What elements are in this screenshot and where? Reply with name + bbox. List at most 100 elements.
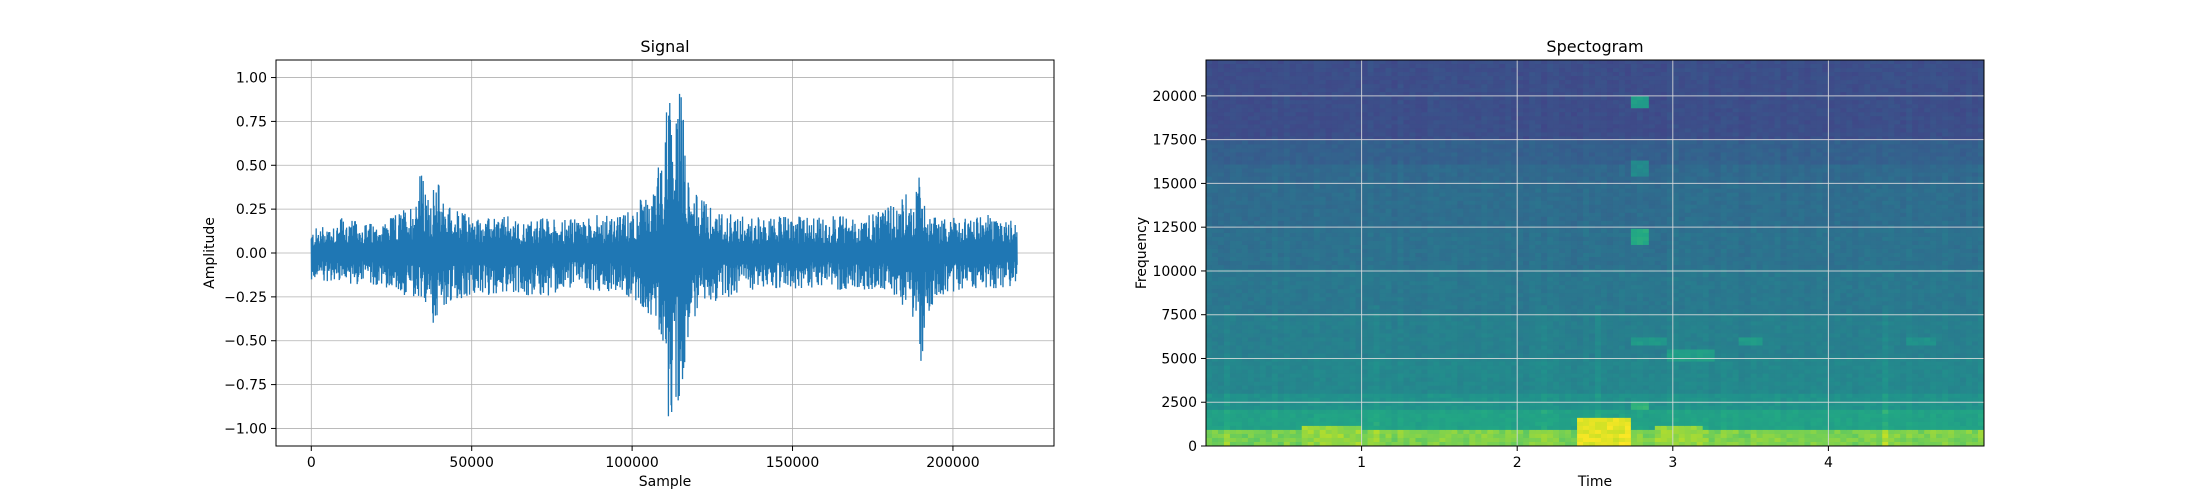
spectrogram-cell [1392,237,1399,242]
spectrogram-cell [1242,100,1249,105]
spectrogram-cell [1463,297,1470,302]
spectrogram-cell [1350,325,1357,330]
spectrogram-cell [1439,281,1446,286]
spectrogram-cell [1451,426,1458,431]
spectrogram-cell [1403,80,1410,85]
spectrogram-cell [1212,72,1219,77]
spectrogram-cell [1493,285,1500,290]
spectrogram-cell [1314,301,1321,306]
spectrogram-cell [1290,221,1297,226]
spectrogram-cell [1398,325,1405,330]
spectrogram-cell [1505,64,1512,69]
spectrogram-cell [1433,189,1440,194]
spectrogram-cell [1230,281,1237,286]
spectrogram-cell [1415,414,1422,419]
spectrogram-cell [1206,426,1213,431]
spectrogram-cell [1469,136,1476,141]
spectrogram-cell [1427,253,1434,258]
spectrogram-cell [1451,213,1458,218]
spectrogram-cell [1326,313,1333,318]
spectrogram-cell [1218,84,1225,89]
spectrogram-cell [1505,157,1512,162]
spectrogram-cell [1242,317,1249,322]
spectrogram-cell [1368,265,1375,270]
spectrogram-cell [1392,209,1399,214]
spectrogram-cell [1224,285,1231,290]
spectrogram-cell [1380,100,1387,105]
spectrogram-cell [1386,422,1393,427]
spectrogram-cell [1344,233,1351,238]
spectrogram-cell [1433,148,1440,153]
spectrogram-cell [1278,241,1285,246]
spectrogram-cell [1374,165,1381,170]
spectrogram-cell [1230,394,1237,399]
spectrogram-cell [1218,96,1225,101]
spectrogram-cell [1254,414,1261,419]
spectrogram-cell [1332,261,1339,266]
spectrogram-cell [1421,390,1428,395]
spectrogram-cell [1457,426,1464,431]
spectrogram-cell [1398,410,1405,415]
spectrogram-cell [1266,201,1273,206]
spectrogram-cell [1374,177,1381,182]
spectrogram-cell [1260,410,1267,415]
spectrogram-cell [1499,309,1506,314]
spectrogram-cell [1457,253,1464,258]
spectrogram-cell [1481,237,1488,242]
spectrogram-cell [1451,88,1458,93]
spectrogram-cell [1475,329,1482,334]
spectrogram-cell [1380,185,1387,190]
spectrogram-cell [1445,60,1452,65]
spectrogram-cell [1380,309,1387,314]
spectrogram-cell [1248,297,1255,302]
spectrogram-cell [1236,301,1243,306]
spectrogram-cell [1338,84,1345,89]
spectrogram-cell [1212,394,1219,399]
spectrogram-cell [1439,289,1446,294]
spectrogram-cell [1212,341,1219,346]
spectrogram-cell [1266,345,1273,350]
spectrogram-cell [1421,378,1428,383]
spectrogram-cell [1254,80,1261,85]
spectrogram-cell [1374,297,1381,302]
spectrogram-cell [1415,253,1422,258]
spectrogram-cell [1421,406,1428,411]
spectrogram-cell [1409,313,1416,318]
spectrogram-cell [1505,382,1512,387]
spectrogram-cell [1296,362,1303,367]
spectrogram-cell [1224,161,1231,166]
spectrogram-cell [1296,80,1303,85]
spectrogram-cell [1427,374,1434,379]
spectrogram-cell [1427,237,1434,242]
spectrogram-cell [1308,80,1315,85]
spectrogram-cell [1212,189,1219,194]
spectrogram-cell [1248,378,1255,383]
spectrogram-cell [1278,273,1285,278]
spectrogram-cell [1308,354,1315,359]
spectrogram-cell [1248,201,1255,206]
spectrogram-cell [1302,157,1309,162]
spectrogram-cell [1206,173,1213,178]
spectrogram-cell [1260,337,1267,342]
spectrogram-cell [1427,76,1434,81]
signal-x-tick-label: 50000 [449,455,494,471]
spectrogram-cell [1272,386,1279,391]
spectrogram-cell [1314,350,1321,355]
spectrogram-cell [1475,406,1482,411]
spectrogram-cell [1415,297,1422,302]
spectrogram-cell [1368,253,1375,258]
spectrogram-cell [1314,341,1321,346]
spectrogram-cell [1284,197,1291,202]
spectrogram-cell [1344,350,1351,355]
spectrogram-cell [1362,289,1369,294]
spectrogram-cell [1242,169,1249,174]
spectrogram-cell [1463,68,1470,73]
spectrogram-cell [1380,277,1387,282]
spectrogram-cell [1242,390,1249,395]
spectrogram-cell [1230,177,1237,182]
spectrogram-cell [1427,249,1434,254]
spectrogram-cell [1380,189,1387,194]
spectrogram-cell [1368,325,1375,330]
spectrogram-cell [1493,354,1500,359]
spectrogram-cell [1212,128,1219,133]
